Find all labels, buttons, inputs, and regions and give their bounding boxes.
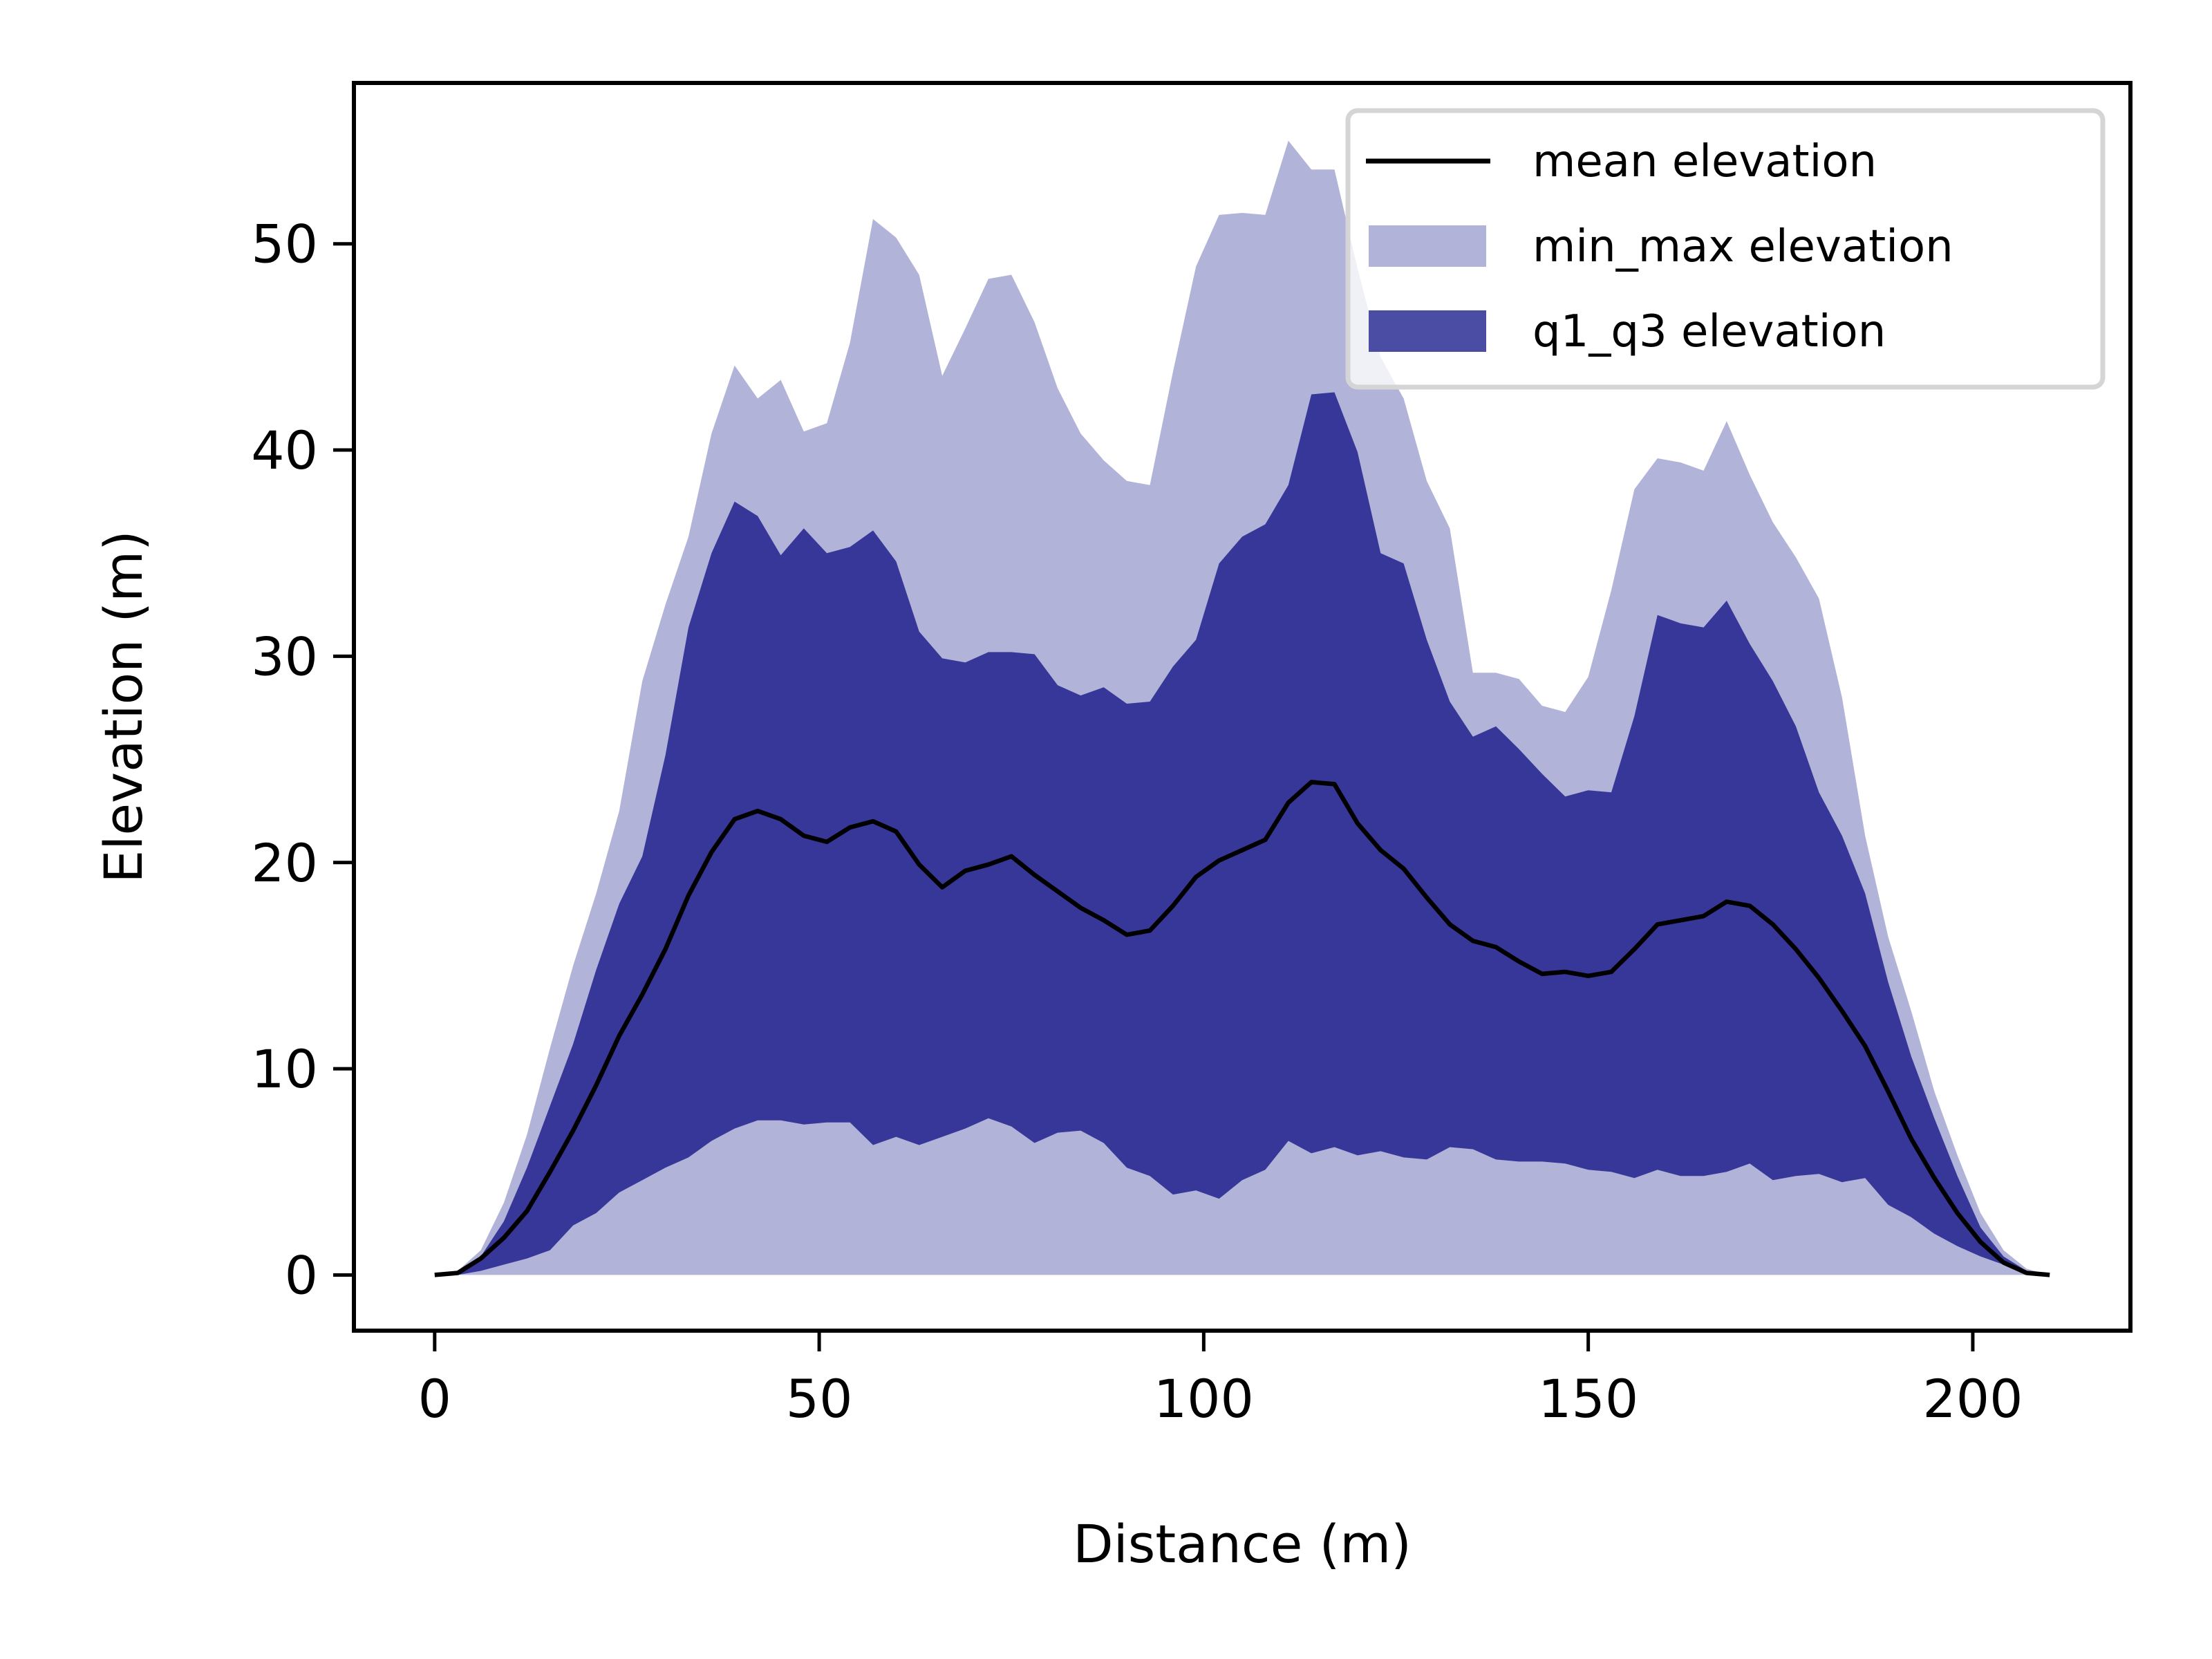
x-tick-label: 100 [1154,1368,1254,1430]
x-axis-label: Distance (m) [1073,1513,1412,1575]
axes-frame [352,81,2133,1333]
band-q1-q3-elevation [434,392,2050,1275]
legend-label: min_max elevation [1533,221,1953,272]
x-axis: 0 50 100 150 200 [418,1331,2023,1430]
legend: mean elevation min_max elevation q1_q3 ele… [1345,108,2106,390]
y-tick-label: 40 [251,420,318,481]
y-tick-label: 20 [251,832,318,894]
legend-patch-swatch [1369,225,1486,267]
legend-box [1345,108,2106,390]
x-tick-label: 200 [1922,1368,2023,1430]
y-axis-label: Elevation (m) [93,530,154,883]
legend-label: q1_q3 elevation [1533,306,1886,357]
x-tick-label: 0 [418,1368,451,1430]
legend-patch-swatch [1369,310,1486,352]
legend-label: mean elevation [1533,136,1877,187]
line-mean-elevation [434,780,2050,1277]
x-tick-label: 50 [786,1368,853,1430]
y-axis: 0 10 20 30 40 50 [251,214,354,1306]
x-tick-label: 150 [1538,1368,1638,1430]
y-tick-label: 50 [251,214,318,275]
y-tick-label: 10 [251,1038,318,1100]
plot-area [434,140,2050,1277]
y-tick-label: 0 [285,1244,318,1306]
y-tick-label: 30 [251,626,318,687]
